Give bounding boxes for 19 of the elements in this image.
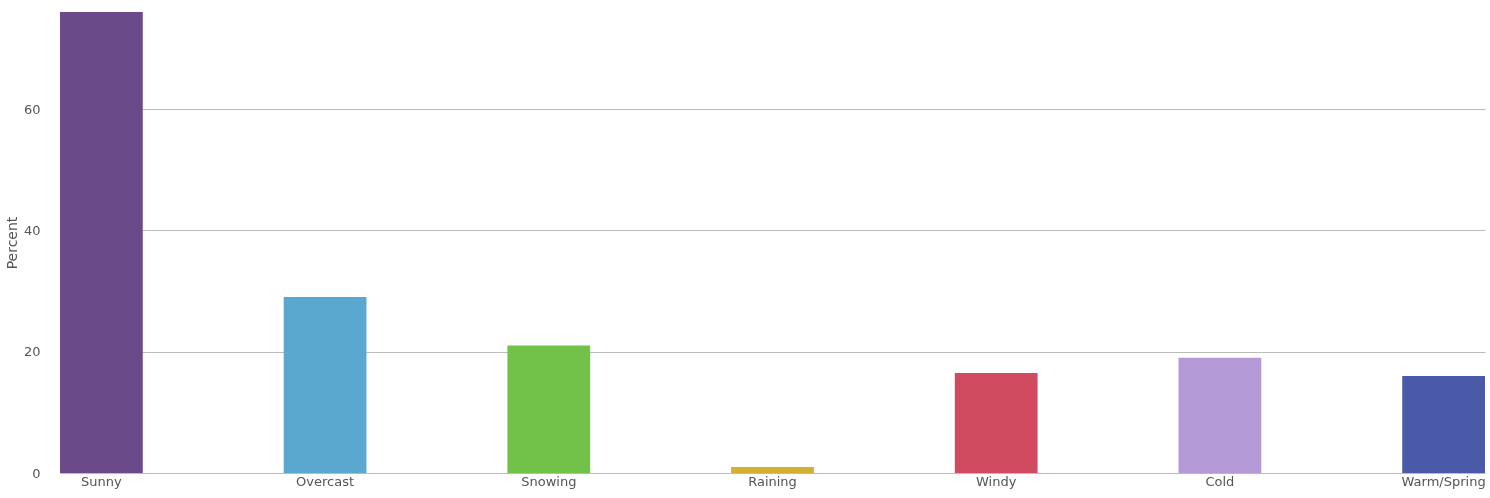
y-tick-label: 40: [23, 222, 41, 238]
bar: [60, 12, 143, 473]
bar: [1402, 375, 1485, 473]
y-tick-label: 0: [32, 465, 41, 481]
x-tick-label: Cold: [1205, 473, 1235, 489]
x-tick-label: Sunny: [81, 473, 123, 489]
x-tick-label: Warm/Spring: [1401, 473, 1486, 489]
x-tick-label: Raining: [748, 473, 797, 489]
bar: [1178, 357, 1262, 473]
x-tick-label: Snowing: [521, 473, 577, 489]
bar: [283, 297, 367, 473]
y-axis-title: Percent: [3, 216, 20, 270]
bar: [731, 466, 814, 473]
x-tick-label: Overcast: [296, 473, 355, 489]
x-tick-label: Windy: [976, 473, 1017, 489]
y-tick-label: 20: [23, 344, 41, 360]
bar: [954, 372, 1038, 473]
bar: [507, 345, 591, 473]
y-tick-label: 60: [23, 101, 41, 117]
